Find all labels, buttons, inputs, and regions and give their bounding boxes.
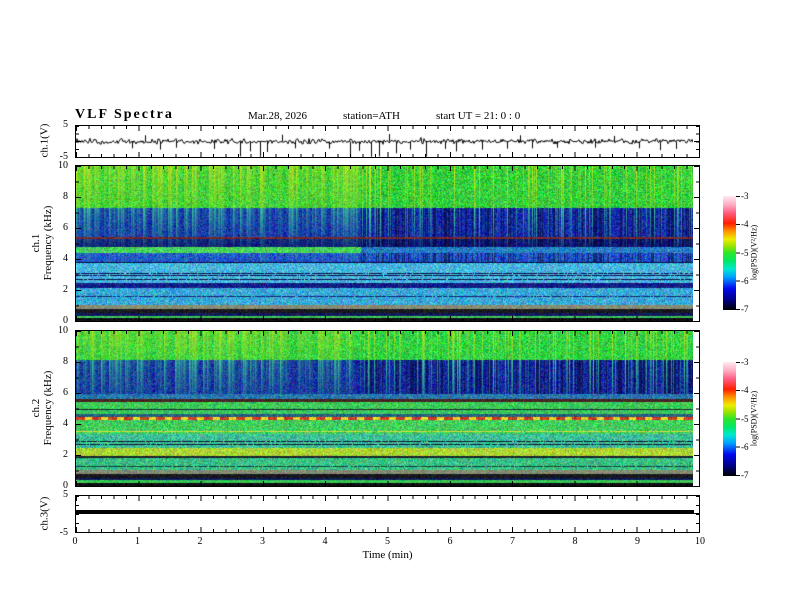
x-ticks xyxy=(76,496,699,501)
freq-tick-label: 10 xyxy=(58,325,68,336)
colorbar-tick-label: -5 xyxy=(741,247,749,258)
colorbar-tick-label: -6 xyxy=(741,275,749,286)
freq-tick-label: 6 xyxy=(63,222,68,233)
spec1-axis-label: ch.1 Frequency (kHz) xyxy=(30,168,54,318)
y-ticks xyxy=(694,496,699,532)
freq-tick-label: 4 xyxy=(63,418,68,429)
ch1-voltage-trace xyxy=(76,126,693,157)
freq-tick-label: 0 xyxy=(63,480,68,491)
ch2-spectrogram-image xyxy=(76,331,693,486)
ch1-voltage-panel xyxy=(75,125,700,158)
freq-tick-label: 8 xyxy=(63,356,68,367)
ch1v-ytick-neg: -5 xyxy=(59,151,68,162)
spec1-unit-label: Frequency (kHz) xyxy=(42,205,54,281)
ch3v-axis-label: ch.3(V) xyxy=(38,496,51,531)
spec2-axis-label: ch.2 Frequency (kHz) xyxy=(30,333,54,483)
x-tick-label: 4 xyxy=(322,536,328,547)
freq-tick-label: 10 xyxy=(58,160,68,171)
colorbar-1-label: log(PSD)(V²/Hz) xyxy=(749,224,759,281)
colorbar-tick-label: -6 xyxy=(741,441,749,452)
station-label: station=ATH xyxy=(343,110,400,122)
freq-tick-label: 2 xyxy=(63,449,68,460)
figure-date: Mar.28, 2026 xyxy=(248,110,307,122)
y-ticks xyxy=(76,496,81,532)
spec2-unit-label: Frequency (kHz) xyxy=(42,370,54,446)
colorbar-tick-label: -4 xyxy=(741,385,749,396)
x-tick-label: 6 xyxy=(447,536,453,547)
y-ticks xyxy=(694,126,699,157)
figure-title: VLF Spectra xyxy=(75,107,174,122)
ch3-voltage-trace xyxy=(76,510,694,514)
colorbar-tick-label: -4 xyxy=(741,219,749,230)
x-tick-label: 9 xyxy=(635,536,640,547)
colorbar-tick-label: -3 xyxy=(741,357,749,367)
ch2-spectrogram-panel xyxy=(75,330,700,487)
colorbar-tick-label: -7 xyxy=(741,470,749,480)
x-ticks xyxy=(76,527,699,532)
ch1v-ytick-pos: 5 xyxy=(63,119,68,130)
ch1-spectrogram-image xyxy=(76,166,693,321)
colorbar-2-label: log(PSD)(V²/Hz) xyxy=(749,390,759,447)
freq-tick-label: 6 xyxy=(63,387,68,398)
colorbar-1 xyxy=(723,196,736,310)
colorbar-2-ticks xyxy=(736,362,740,477)
freq-tick-label: 8 xyxy=(63,191,68,202)
freq-ticks xyxy=(694,166,699,321)
ch3v-ytick-neg: -5 xyxy=(59,527,68,538)
x-tick-label: 3 xyxy=(260,536,265,547)
start-ut-label: start UT = 21: 0 : 0 xyxy=(436,110,521,122)
freq-tick-label: 4 xyxy=(63,253,68,264)
colorbar-tick-label: -3 xyxy=(741,191,749,201)
x-tick-label: 2 xyxy=(197,536,203,547)
x-tick-label: 7 xyxy=(510,536,515,547)
x-tick-label: 5 xyxy=(385,536,390,547)
spec1-channel-label: ch.1 xyxy=(30,233,42,253)
colorbar-1-ticks xyxy=(736,196,740,311)
colorbar-2 xyxy=(723,362,736,476)
colorbar-tick-label: -7 xyxy=(741,304,749,314)
x-axis-label: Time (min) xyxy=(362,549,413,561)
ch3v-ytick-pos: 5 xyxy=(63,489,68,500)
x-tick-label: 1 xyxy=(135,536,140,547)
x-tick-label: 0 xyxy=(72,536,78,547)
ch1-spectrogram-panel xyxy=(75,165,700,322)
freq-ticks xyxy=(694,331,699,486)
freq-tick-label: 0 xyxy=(63,315,68,326)
spec2-channel-label: ch.2 xyxy=(30,398,42,418)
freq-tick-label: 2 xyxy=(63,284,68,295)
x-tick-label: 8 xyxy=(572,536,578,547)
colorbar-tick-label: -5 xyxy=(741,413,749,424)
ch3-voltage-panel xyxy=(75,495,700,533)
x-tick-label: 10 xyxy=(695,536,705,547)
